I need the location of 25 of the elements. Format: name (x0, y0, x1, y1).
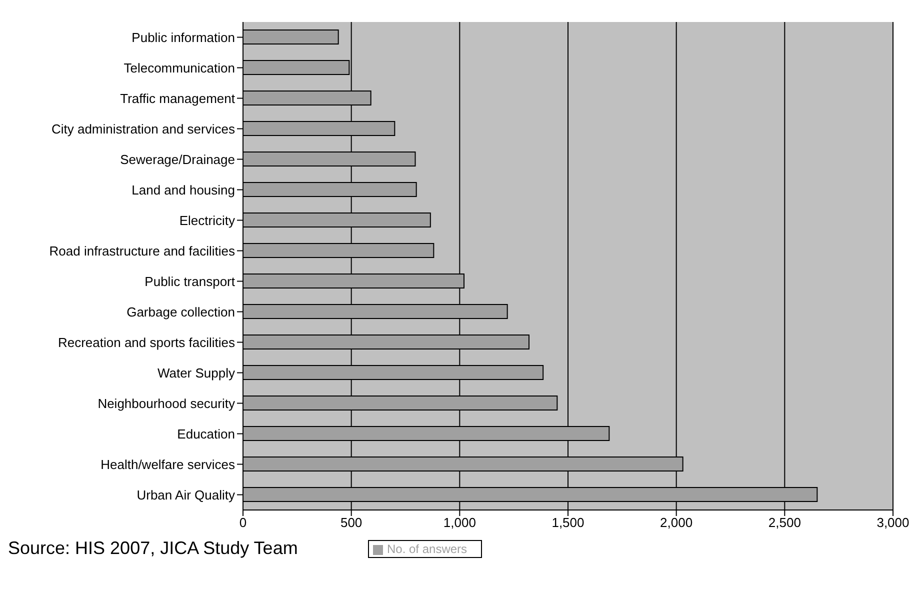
y-tick-label: City administration and services (51, 121, 236, 136)
x-tick-label: 1,500 (552, 515, 584, 530)
x-tick-label: 1,000 (443, 515, 476, 530)
y-tick-label: Public information (132, 30, 235, 45)
x-tick-label: 0 (239, 515, 247, 530)
y-tick-label: Traffic management (120, 90, 236, 106)
y-tick-label: Education (177, 426, 235, 442)
y-tick-label: Garbage collection (126, 304, 235, 320)
y-tick-label: Sewerage/Drainage (120, 152, 235, 167)
y-tick-label: Public transport (144, 274, 236, 289)
y-tick-label: Road infrastructure and facilities (49, 243, 236, 258)
y-tick-label: Telecommunication (124, 60, 235, 76)
y-tick-label: Water Supply (157, 365, 236, 380)
y-tick-label: Health/welfare services (100, 456, 236, 472)
legend-label: No. of answers (387, 542, 468, 556)
y-tick-label: Urban Air Quality (136, 487, 236, 502)
x-tick-label: 500 (340, 515, 362, 530)
y-tick-label: Recreation and sports facilities (58, 334, 236, 350)
y-tick-label: Neighbourhood security (98, 396, 236, 411)
y-tick-label: Electricity (179, 212, 236, 228)
x-tick-label: 3,000 (876, 515, 910, 530)
source-note: Source: HIS 2007, JICA Study Team (8, 538, 298, 558)
y-tick-label: Land and housing (132, 182, 235, 198)
x-tick-label: 2,500 (768, 515, 801, 530)
x-tick-label: 2,000 (660, 515, 693, 530)
